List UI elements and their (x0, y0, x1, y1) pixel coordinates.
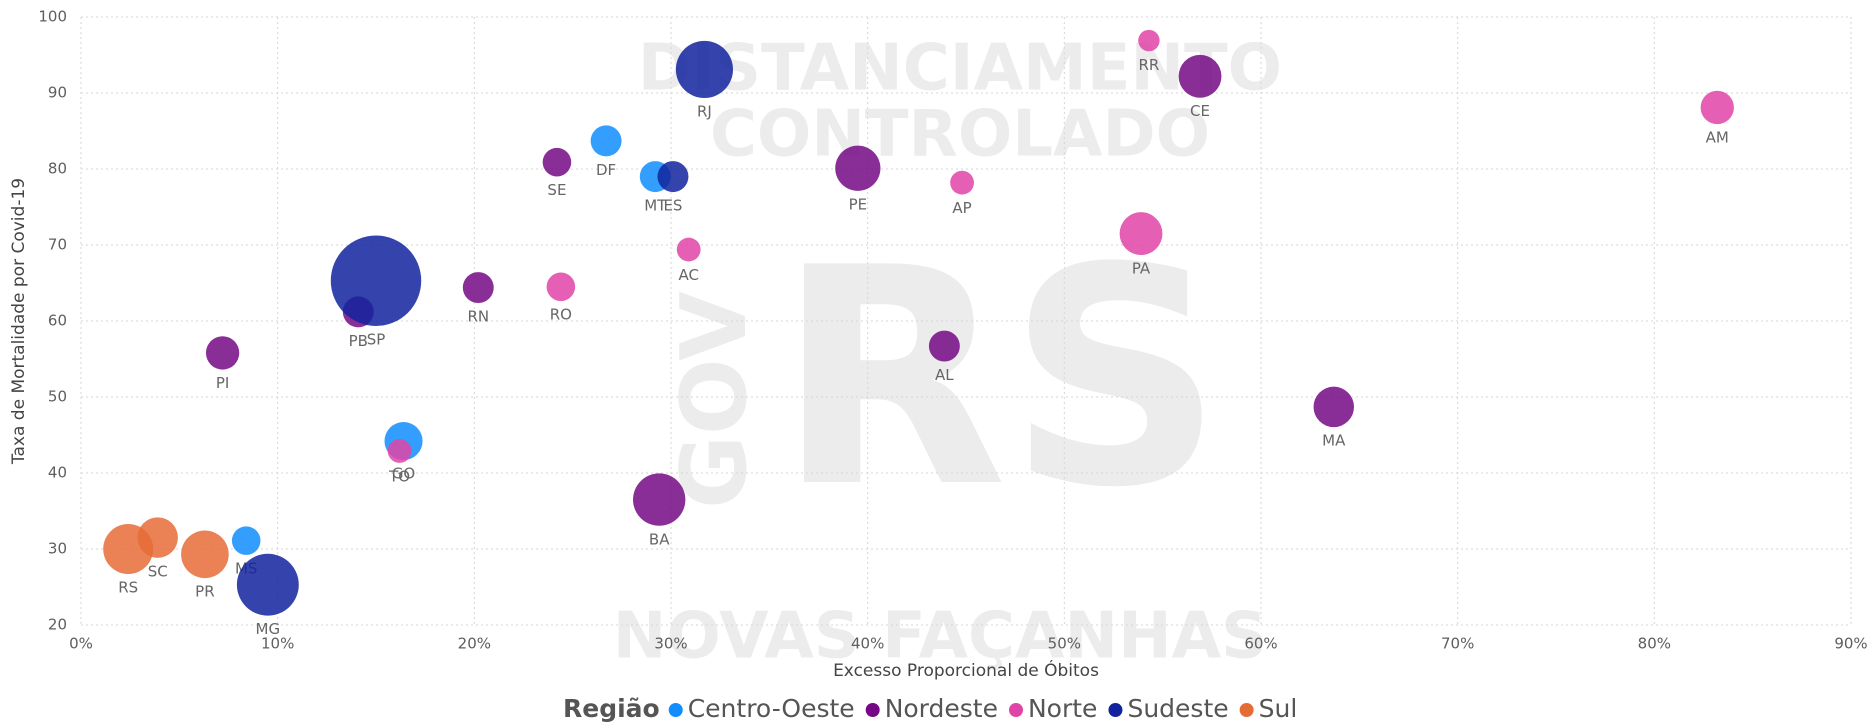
point-label: SP (367, 330, 386, 348)
legend-marker (1239, 703, 1254, 717)
point-label: RJ (697, 103, 712, 121)
y-tick-label: 90 (48, 84, 67, 102)
x-tick-label: 20% (458, 635, 491, 653)
bubble (1119, 212, 1163, 256)
bubble (1313, 386, 1354, 428)
point-label: MA (1322, 432, 1346, 450)
point-label: MG (256, 620, 281, 638)
y-tick-label: 20 (48, 616, 67, 634)
y-tick-label: 40 (48, 464, 67, 482)
y-tick-label: 100 (38, 8, 67, 26)
bubble (928, 330, 960, 362)
bubble (546, 272, 576, 302)
legend-label: Nordeste (885, 694, 998, 723)
point-label: CE (1190, 102, 1210, 120)
x-axis-title: Excesso Proporcional de Óbitos (833, 659, 1099, 681)
point-label: SE (547, 181, 566, 199)
point-label: RR (1138, 56, 1159, 74)
watermark: DISTANCIAMENTO CONTROLADO RS GOV NOVAS F… (613, 32, 1282, 674)
point-label: SC (148, 562, 168, 580)
y-tick-label: 50 (48, 388, 67, 406)
x-tick-label: 80% (1638, 635, 1671, 653)
bubble (950, 170, 974, 195)
bubble (835, 145, 881, 191)
legend-label: Centro-Oeste (688, 694, 855, 723)
point-label: AP (952, 199, 971, 217)
point-label: TO (388, 467, 410, 485)
x-tick-label: 0% (69, 635, 93, 653)
bubble (137, 517, 178, 558)
watermark-text: NOVAS FAÇANHAS (613, 600, 1268, 674)
bubble (236, 553, 299, 616)
bubble (1178, 54, 1222, 98)
x-tick-label: 10% (261, 635, 294, 653)
x-tick-label: 30% (654, 635, 687, 653)
legend-label: Norte (1028, 694, 1097, 723)
x-tick-label: 60% (1244, 635, 1277, 653)
point-label: PI (216, 374, 229, 392)
legend-marker (1008, 703, 1023, 717)
legend-marker (668, 703, 683, 717)
point-label: RS (118, 578, 138, 596)
bubble (205, 336, 240, 370)
y-tick-label: 80 (48, 160, 67, 178)
bubble (633, 473, 686, 526)
watermark-text: GOV (662, 291, 767, 509)
x-tick-label: 40% (851, 635, 884, 653)
bubble (675, 40, 733, 98)
x-tick-label: 50% (1048, 635, 1081, 653)
legend-label: Sul (1259, 694, 1298, 723)
watermark-text: CONTROLADO (710, 98, 1210, 172)
point-label: DF (596, 161, 616, 179)
bubble (330, 235, 422, 326)
point-label: PB (349, 332, 368, 350)
point-label: MT (644, 197, 667, 215)
watermark-text: RS (776, 204, 1223, 553)
bubble (590, 125, 622, 157)
point-label: RN (467, 308, 489, 326)
point-label: AM (1706, 129, 1729, 147)
x-tick-label: 90% (1834, 635, 1867, 653)
legend-title: Região (563, 694, 660, 723)
legend-marker (865, 703, 880, 717)
bubble (181, 530, 229, 579)
y-tick-label: 70 (48, 236, 67, 254)
bubble (676, 237, 701, 262)
legend-label: Sudeste (1127, 694, 1228, 723)
y-tick-label: 60 (48, 312, 67, 330)
x-tick-label: 70% (1441, 635, 1474, 653)
bubble (231, 526, 261, 555)
y-tick-label: 30 (48, 540, 67, 558)
bubble (542, 147, 572, 177)
point-label: AL (935, 366, 954, 384)
bubble (1700, 90, 1734, 125)
point-label: AC (678, 266, 698, 284)
point-label: GO (392, 465, 415, 483)
y-axis-title: Taxa de Mortalidade por Covid-19 (9, 178, 29, 465)
point-label: ES (663, 197, 682, 215)
legend-marker (1108, 703, 1123, 717)
point-label: RO (550, 306, 572, 324)
point-label: PA (1132, 260, 1151, 278)
watermark-text: DISTANCIAMENTO (638, 32, 1282, 106)
bubble (462, 272, 494, 304)
point-label: PE (849, 195, 868, 213)
bubble (1138, 29, 1160, 52)
bubble (387, 439, 412, 463)
point-label: PR (195, 583, 214, 601)
bubble (657, 161, 689, 193)
point-label: BA (649, 530, 670, 548)
